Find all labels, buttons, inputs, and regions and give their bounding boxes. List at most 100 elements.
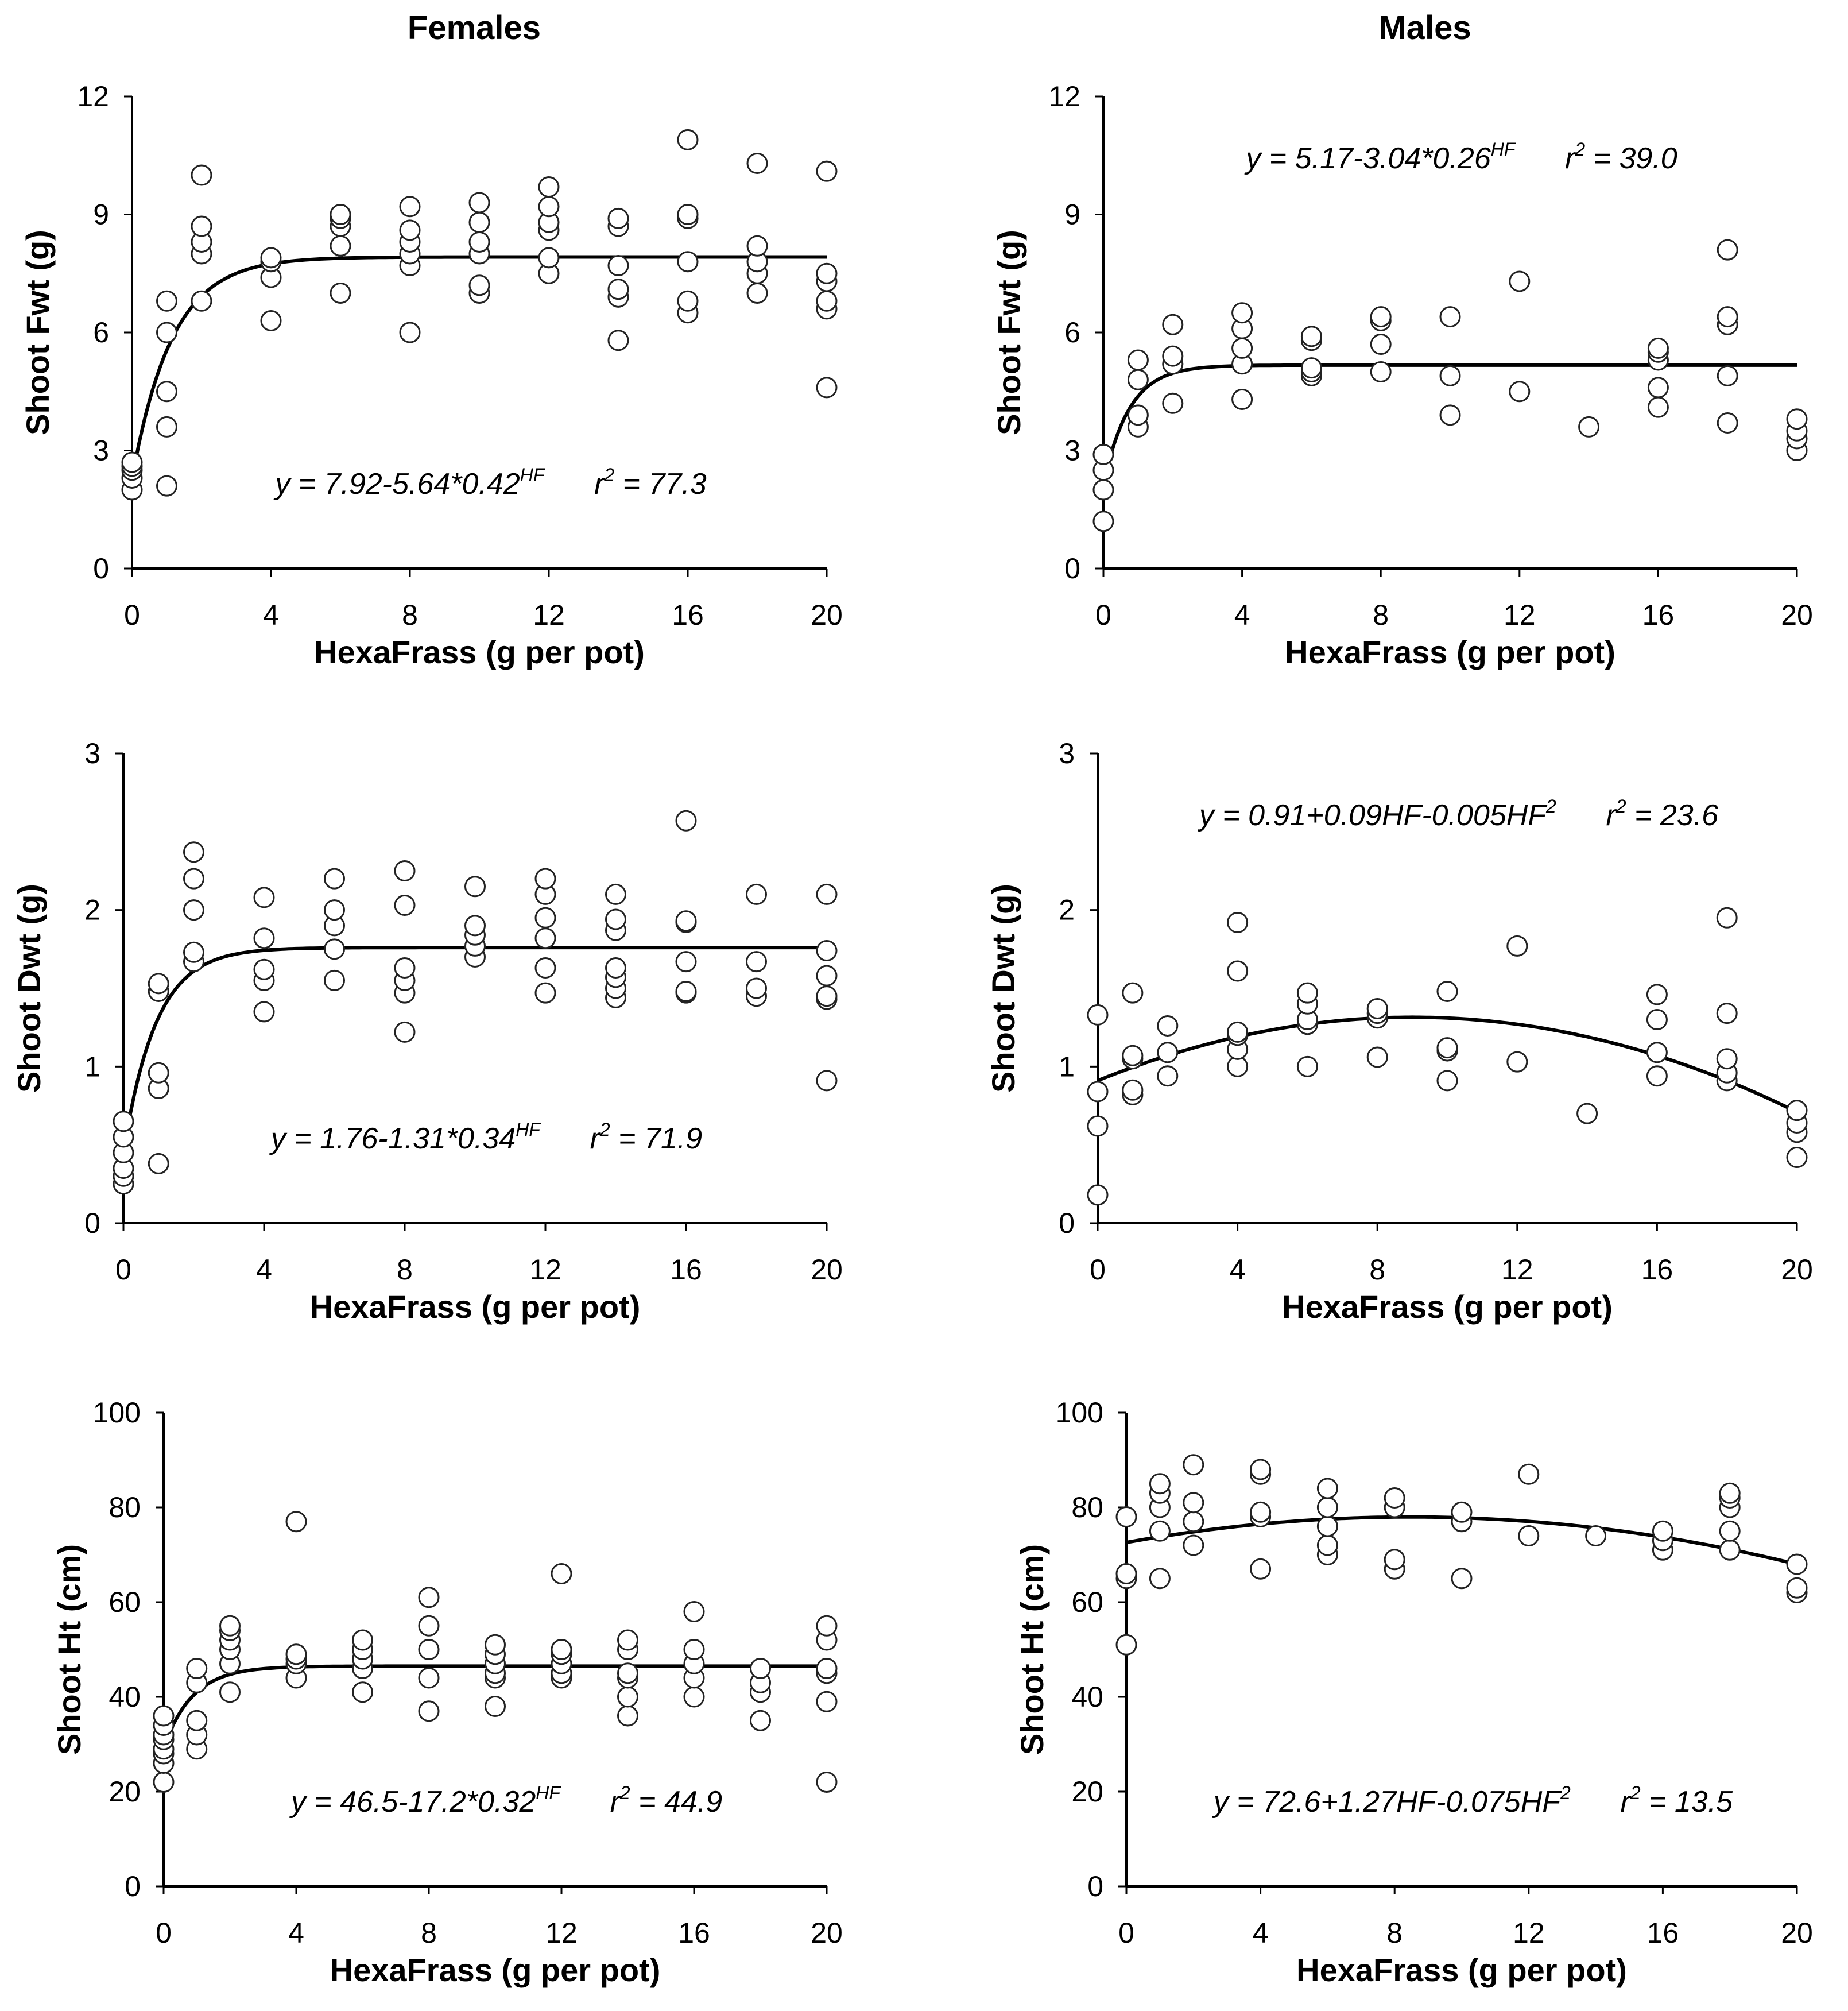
data-point bbox=[418, 1700, 440, 1722]
x-tick-label: 12 bbox=[529, 1254, 561, 1286]
data-point bbox=[1183, 1511, 1204, 1533]
data-point bbox=[1316, 1478, 1338, 1499]
x-tick-label: 4 bbox=[256, 1254, 272, 1286]
y-tick-label: 9 bbox=[93, 199, 109, 231]
x-tick-label: 0 bbox=[115, 1254, 131, 1286]
equation-part: y = 1.76-1.31*0.34 bbox=[269, 1122, 516, 1155]
data-point bbox=[1092, 511, 1114, 532]
data-point bbox=[352, 1629, 373, 1651]
data-point bbox=[607, 255, 629, 277]
data-point bbox=[253, 887, 275, 908]
data-point bbox=[816, 985, 838, 1007]
data-point bbox=[485, 1634, 506, 1656]
data-point bbox=[816, 290, 838, 312]
x-tick-label: 8 bbox=[397, 1254, 413, 1286]
x-tick-label: 4 bbox=[1253, 1917, 1269, 1949]
y-tick-label: 0 bbox=[93, 552, 109, 585]
data-point bbox=[1092, 479, 1114, 501]
data-point bbox=[1250, 1558, 1272, 1580]
data-point bbox=[1646, 1042, 1668, 1063]
data-point bbox=[468, 274, 490, 296]
data-point bbox=[534, 982, 556, 1004]
data-point bbox=[1127, 349, 1149, 371]
y-axis-label: Shoot Fwt (g) bbox=[20, 230, 56, 435]
equation-part: y = 72.6+1.27HF-0.075HF bbox=[1212, 1785, 1562, 1819]
data-point bbox=[1087, 1004, 1109, 1026]
equation-part: 2 bbox=[1545, 796, 1556, 817]
equation-part: r bbox=[1571, 1785, 1632, 1819]
data-point bbox=[1646, 984, 1668, 1005]
x-tick-label: 4 bbox=[1230, 1254, 1246, 1286]
data-point bbox=[1316, 1496, 1338, 1518]
equation-part: 2 bbox=[603, 465, 614, 485]
equation-part: r bbox=[1515, 142, 1576, 175]
y-tick-label: 6 bbox=[93, 316, 109, 349]
x-tick-label: 8 bbox=[421, 1917, 437, 1949]
equation-part: 2 bbox=[1630, 1782, 1641, 1803]
data-point bbox=[617, 1705, 638, 1727]
x-tick-label: 12 bbox=[1501, 1254, 1533, 1286]
data-point bbox=[324, 969, 345, 991]
data-point bbox=[1647, 377, 1669, 399]
y-tick-label: 9 bbox=[1064, 199, 1080, 231]
equation-part: r bbox=[540, 1122, 602, 1155]
data-point bbox=[607, 279, 629, 300]
data-point bbox=[816, 262, 838, 284]
data-point bbox=[191, 215, 212, 237]
equation-part: HF bbox=[536, 1782, 561, 1803]
data-point bbox=[1227, 911, 1249, 933]
data-point bbox=[1115, 1506, 1137, 1527]
data-point bbox=[675, 910, 697, 932]
data-point bbox=[1250, 1459, 1272, 1480]
data-point bbox=[1127, 404, 1149, 426]
y-axis-label: Shoot Ht (cm) bbox=[51, 1544, 87, 1755]
data-point bbox=[677, 129, 699, 150]
x-tick-label: 16 bbox=[1641, 1254, 1673, 1286]
equation-part: 2 bbox=[599, 1119, 610, 1140]
data-point bbox=[1370, 306, 1392, 328]
data-point bbox=[1183, 1492, 1204, 1514]
data-point bbox=[148, 1062, 169, 1084]
x-axis-label: HexaFrass (g per pot) bbox=[330, 1952, 661, 1988]
data-point bbox=[399, 219, 421, 241]
data-point bbox=[538, 196, 560, 218]
equation-part: = 23.6 bbox=[1626, 799, 1719, 832]
data-point bbox=[1646, 1009, 1668, 1031]
y-tick-label: 40 bbox=[1071, 1681, 1103, 1713]
data-point bbox=[153, 1705, 175, 1727]
data-point bbox=[485, 1696, 506, 1717]
data-point bbox=[1509, 381, 1531, 403]
chart-panel-females-height: 0 20 40 60 80 100 0 4 8 12 16 20 HexaFrass (g per po… bbox=[51, 1397, 843, 1988]
data-point bbox=[1300, 357, 1322, 379]
data-point bbox=[1518, 1463, 1540, 1485]
data-point bbox=[330, 283, 351, 304]
data-point bbox=[538, 247, 560, 269]
x-tick-label: 20 bbox=[1781, 1917, 1813, 1949]
data-point bbox=[816, 160, 838, 182]
chart-panel-males-height: 0 20 40 60 80 100 0 4 8 12 16 20 HexaFrass (g per po… bbox=[1014, 1397, 1813, 1988]
data-point bbox=[324, 899, 345, 921]
data-point bbox=[183, 899, 204, 921]
equation-part: = 77.3 bbox=[614, 467, 707, 501]
data-point bbox=[1231, 337, 1253, 359]
y-tick-label: 100 bbox=[1056, 1397, 1103, 1429]
x-tick-label: 12 bbox=[545, 1917, 578, 1949]
x-tick-label: 12 bbox=[1504, 599, 1536, 631]
y-tick-label: 60 bbox=[109, 1586, 141, 1618]
data-point bbox=[1087, 1081, 1109, 1103]
data-point bbox=[394, 860, 416, 881]
data-point bbox=[551, 1639, 572, 1660]
equation-part: 2 bbox=[1560, 1782, 1571, 1803]
data-point bbox=[219, 1615, 241, 1637]
data-point bbox=[1183, 1534, 1204, 1556]
y-tick-label: 6 bbox=[1064, 316, 1080, 349]
data-point bbox=[1157, 1065, 1179, 1087]
y-tick-label: 3 bbox=[93, 435, 109, 467]
data-point bbox=[186, 1658, 208, 1679]
data-point bbox=[1092, 443, 1114, 465]
data-point bbox=[1122, 982, 1144, 1004]
column-title-males: Males bbox=[1378, 9, 1471, 47]
data-point bbox=[1578, 416, 1600, 438]
y-axis-label: Shoot Fwt (g) bbox=[991, 230, 1027, 435]
